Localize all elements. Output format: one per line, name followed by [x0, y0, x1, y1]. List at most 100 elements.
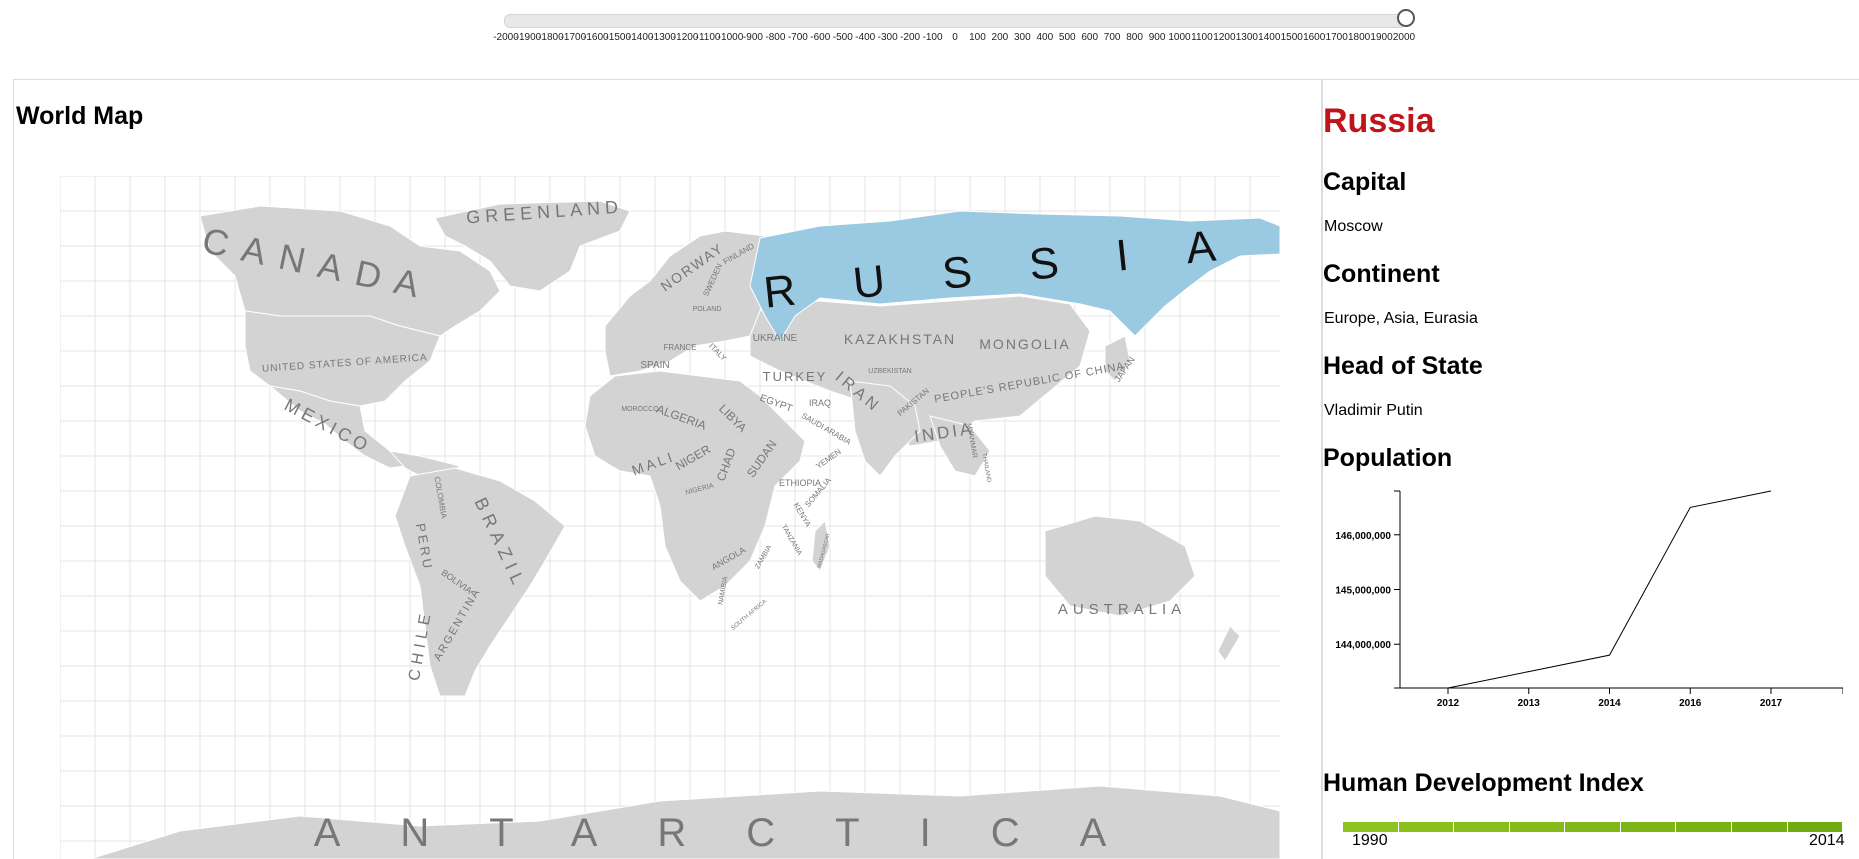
label-kazakhstan: KAZAKHSTAN — [844, 331, 956, 347]
year-tick: 900 — [1148, 32, 1166, 43]
label-turkey: TURKEY — [763, 369, 828, 384]
label-thailand: THAILAND — [980, 453, 991, 484]
region-south-america[interactable] — [394, 467, 566, 697]
land-masses — [89, 200, 1280, 859]
year-tick: 1500 — [1280, 32, 1303, 43]
year-tick: -100 — [922, 32, 943, 43]
hdi-segment — [1398, 822, 1455, 832]
year-tick: 100 — [969, 32, 986, 43]
country-madagascar[interactable] — [811, 519, 831, 572]
hdi-heading: Human Development Index — [1323, 769, 1644, 797]
year-slider[interactable]: -2000 -1900 -1800 -1700 -1600 -1500 -1400 -1300… — [490, 6, 1420, 44]
continent-value: Europe, Asia, Eurasia — [1324, 310, 1478, 327]
hdi-start-year: 1990 — [1352, 832, 1388, 849]
year-tick: -2000 — [493, 32, 519, 43]
year-tick: -200 — [900, 32, 921, 43]
y-tick-label: 146,000,000 — [1335, 531, 1391, 542]
year-tick: -1300 — [650, 32, 676, 43]
label-antarctica: ANTARCTICA — [314, 811, 1167, 855]
year-tick: 600 — [1081, 32, 1099, 43]
continent-heading: Continent — [1323, 260, 1440, 288]
year-tick: -1400 — [627, 32, 654, 43]
year-tick: -1800 — [538, 32, 564, 43]
year-slider-ticks: -2000 -1900 -1800 -1700 -1600 -1500 -1400 -1300… — [490, 32, 1420, 44]
label-spain: SPAIN — [640, 360, 669, 371]
label-south-africa: SOUTH AFRICA — [730, 599, 768, 632]
label-poland: POLAND — [693, 306, 722, 313]
label-france: FRANCE — [664, 343, 697, 352]
year-tick: -1900 — [515, 32, 542, 43]
y-tick-label: 144,000,000 — [1335, 640, 1391, 651]
population-heading: Population — [1323, 444, 1453, 472]
hdi-segment — [1620, 822, 1677, 832]
label-zambia: ZAMBIA — [754, 544, 773, 570]
year-tick: -600 — [810, 32, 831, 43]
population-line — [1447, 490, 1772, 689]
year-tick: -900 — [742, 32, 763, 43]
region-antarctica[interactable] — [89, 785, 1280, 859]
year-tick: 800 — [1126, 32, 1143, 43]
label-ethiopia: ETHIOPIA — [779, 478, 821, 488]
head-of-state-value: Vladimir Putin — [1324, 402, 1423, 419]
label-uzbekistan: UZBEKISTAN — [868, 368, 911, 375]
label-mongolia: MONGOLIA — [979, 336, 1070, 352]
year-tick: 1600 — [1303, 32, 1326, 43]
world-map[interactable]: CANADA GREENLAND UNITED STATES OF AMERIC… — [60, 176, 1280, 859]
year-tick: 1400 — [1258, 32, 1281, 43]
x-tick-label: 2014 — [1598, 698, 1621, 706]
region-africa[interactable] — [584, 370, 806, 602]
hdi-end-year: 2014 — [1809, 832, 1845, 849]
country-russia[interactable] — [749, 210, 1280, 342]
year-slider-thumb[interactable] — [1397, 9, 1415, 27]
region-india[interactable] — [849, 380, 921, 477]
hdi-segment — [1454, 822, 1510, 832]
year-tick: 1300 — [1235, 32, 1258, 43]
year-tick: -1200 — [672, 32, 699, 43]
label-saudi-arabia: SAUDI ARABIA — [800, 411, 853, 447]
year-tick: -400 — [855, 32, 876, 43]
label-italy: ITALY — [707, 342, 729, 364]
label-yemen: YEMEN — [814, 447, 843, 471]
capital-heading: Capital — [1323, 168, 1407, 196]
country-usa[interactable] — [244, 310, 441, 407]
year-tick: 0 — [952, 32, 958, 43]
capital-value: Moscow — [1324, 218, 1383, 235]
population-chart: 146,000,000 145,000,000 144,000,000 2012 201… — [1335, 490, 1843, 706]
year-tick: 400 — [1036, 32, 1054, 43]
country-australia[interactable] — [1044, 515, 1196, 617]
country-japan[interactable] — [1104, 335, 1131, 382]
year-tick: -1700 — [560, 32, 587, 43]
hdi-bar — [1343, 822, 1844, 832]
hdi-segment — [1509, 822, 1566, 832]
year-tick: 1900 — [1370, 32, 1393, 43]
label-australia: AUSTRALIA — [1058, 601, 1186, 618]
year-tick: -1000 — [717, 32, 744, 43]
map-panel — [13, 79, 1323, 859]
year-slider-track[interactable] — [504, 14, 1406, 28]
year-tick: -1100 — [695, 32, 721, 43]
year-tick: 1100 — [1191, 32, 1213, 43]
year-tick: -500 — [832, 32, 853, 43]
year-tick: 1200 — [1213, 32, 1236, 43]
year-tick: -1500 — [605, 32, 632, 43]
year-tick: 1800 — [1347, 32, 1371, 43]
hdi-segment — [1343, 822, 1399, 832]
head-of-state-heading: Head of State — [1323, 352, 1483, 380]
y-tick-label: 145,000,000 — [1335, 586, 1391, 597]
label-ukraine: UKRAINE — [753, 333, 798, 344]
year-tick: -700 — [787, 32, 808, 43]
country-new-zealand[interactable] — [1217, 625, 1241, 662]
country-greenland[interactable] — [434, 200, 631, 292]
year-tick: 1700 — [1325, 32, 1348, 43]
x-tick-label: 2013 — [1518, 698, 1541, 706]
x-tick-label: 2012 — [1437, 698, 1460, 706]
year-tick: 500 — [1058, 32, 1076, 43]
region-southeast-asia[interactable] — [929, 415, 991, 477]
hdi-segment — [1787, 822, 1844, 832]
year-tick: -800 — [765, 32, 786, 43]
year-tick: 300 — [1014, 32, 1031, 43]
year-tick: 1000 — [1168, 32, 1191, 43]
year-tick: 700 — [1103, 32, 1121, 43]
label-morocco: MOROCCO — [621, 406, 659, 413]
year-tick: 2000 — [1392, 32, 1416, 43]
